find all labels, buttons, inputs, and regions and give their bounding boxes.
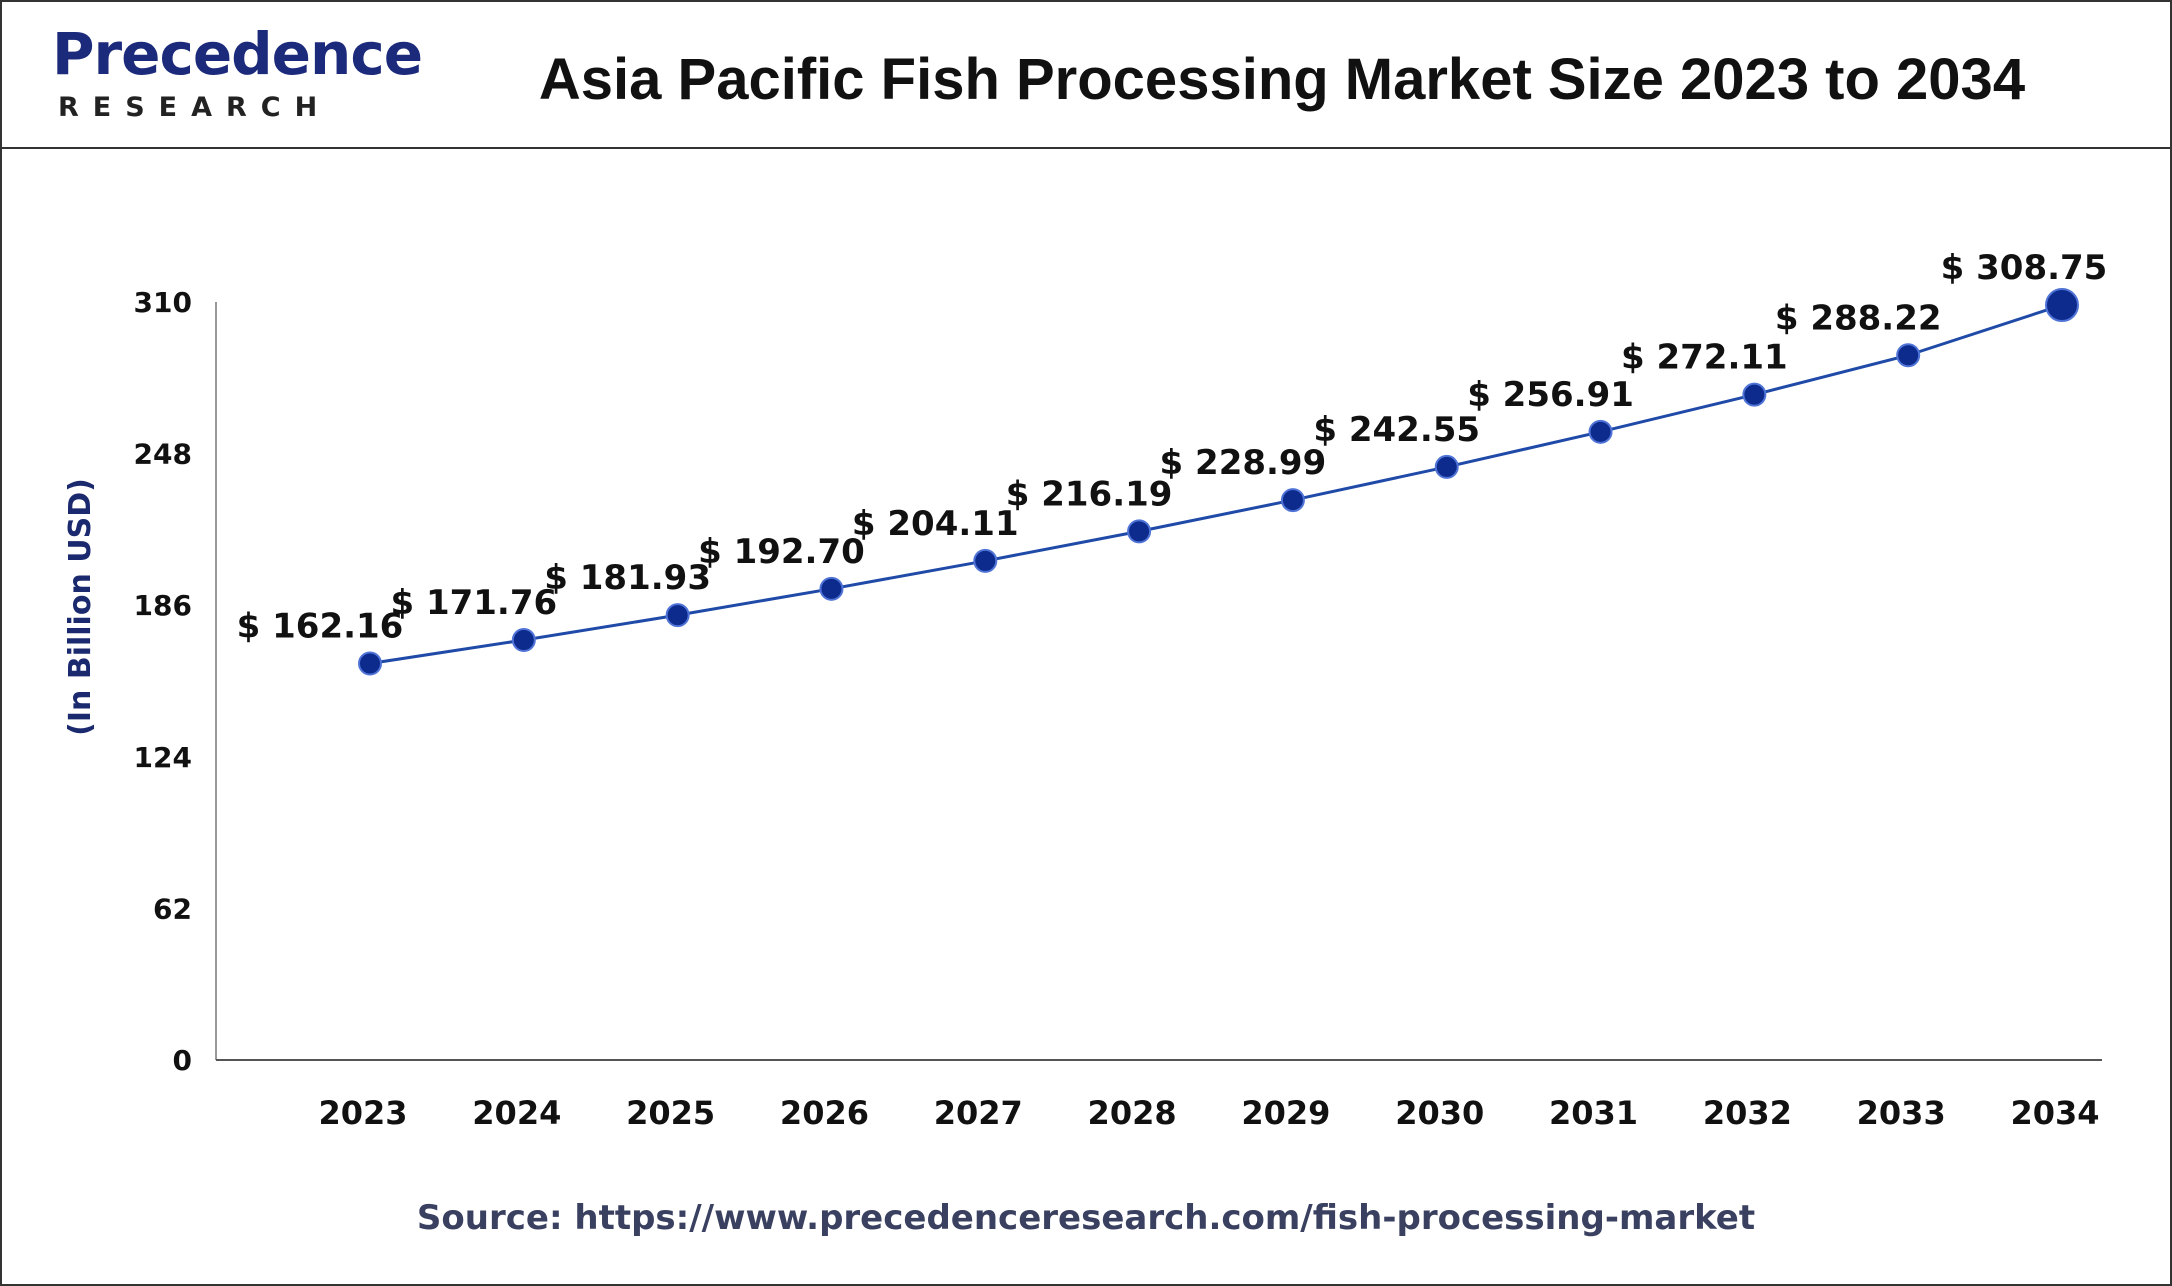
x-tick-label: 2026 [780,1094,869,1132]
logo-wordmark: Precedence [52,20,423,88]
data-label: $ 162.16 [237,606,404,646]
data-point [1588,419,1613,444]
data-point [819,576,844,601]
data-point [1280,488,1305,513]
y-axis-label: (In Billion USD) [63,478,98,736]
data-point [1127,519,1152,544]
data-points [358,288,2079,676]
source-note: Source: https://www.precedenceresearch.c… [416,1198,1756,1238]
data-label: $ 192.70 [698,532,865,572]
x-tick-label: 2024 [472,1094,561,1132]
data-point [1434,454,1459,479]
y-ticks: 0 62 124 186 248 310 [134,286,192,1077]
data-point [1896,343,1921,368]
x-tick-label: 2029 [1241,1094,1330,1132]
data-label: $ 228.99 [1160,443,1327,483]
data-point [511,628,536,653]
brand-logo: Precedence RESEARCH [52,20,423,130]
data-point [2045,288,2079,323]
data-label: $ 204.11 [852,504,1019,544]
y-tick-label: 124 [134,741,192,774]
axes [215,302,2102,1061]
data-label: $ 216.19 [1006,474,1173,514]
x-tick-label: 2032 [1703,1094,1792,1132]
data-label: $ 272.11 [1621,338,1788,378]
data-label: $ 242.55 [1313,410,1480,450]
x-tick-label: 2027 [934,1094,1023,1132]
data-label: $ 256.91 [1467,375,1634,415]
y-tick-label: 186 [134,589,192,622]
header: Precedence RESEARCH Asia Pacific Fish Pr… [2,2,2170,149]
data-point [1742,382,1767,407]
y-tick-label: 0 [173,1044,192,1077]
data-point [665,603,690,628]
data-label: $ 308.75 [1941,248,2108,288]
x-tick-label: 2028 [1088,1094,1177,1132]
y-tick-label: 62 [153,892,192,925]
series-line [369,303,2063,665]
x-tick-label: 2034 [2010,1094,2099,1132]
y-tick-label: 310 [134,286,192,319]
logo-subtitle: RESEARCH [58,92,332,123]
chart-title: Asia Pacific Fish Processing Market Size… [538,47,2026,112]
x-ticks: 2023 2024 2025 2026 2027 2028 2029 2030 2031 2032… [318,1094,2099,1132]
data-label: $ 288.22 [1775,298,1942,338]
x-tick-label: 2030 [1395,1094,1484,1132]
y-axis-label-group: (In Billion USD) [63,478,98,736]
series-line-group [369,303,2063,665]
data-point [358,651,382,676]
data-point [973,548,998,573]
x-tick-label: 2031 [1549,1094,1638,1132]
data-labels: $ 162.16$ 171.76$ 181.93$ 192.70$ 204.11… [237,248,2108,646]
x-tick-label: 2033 [1857,1094,1946,1132]
data-label: $ 171.76 [390,583,557,623]
data-label: $ 181.93 [544,558,711,598]
y-tick-label: 248 [134,438,192,471]
x-tick-label: 2025 [626,1094,715,1132]
x-tick-label: 2023 [318,1094,407,1132]
